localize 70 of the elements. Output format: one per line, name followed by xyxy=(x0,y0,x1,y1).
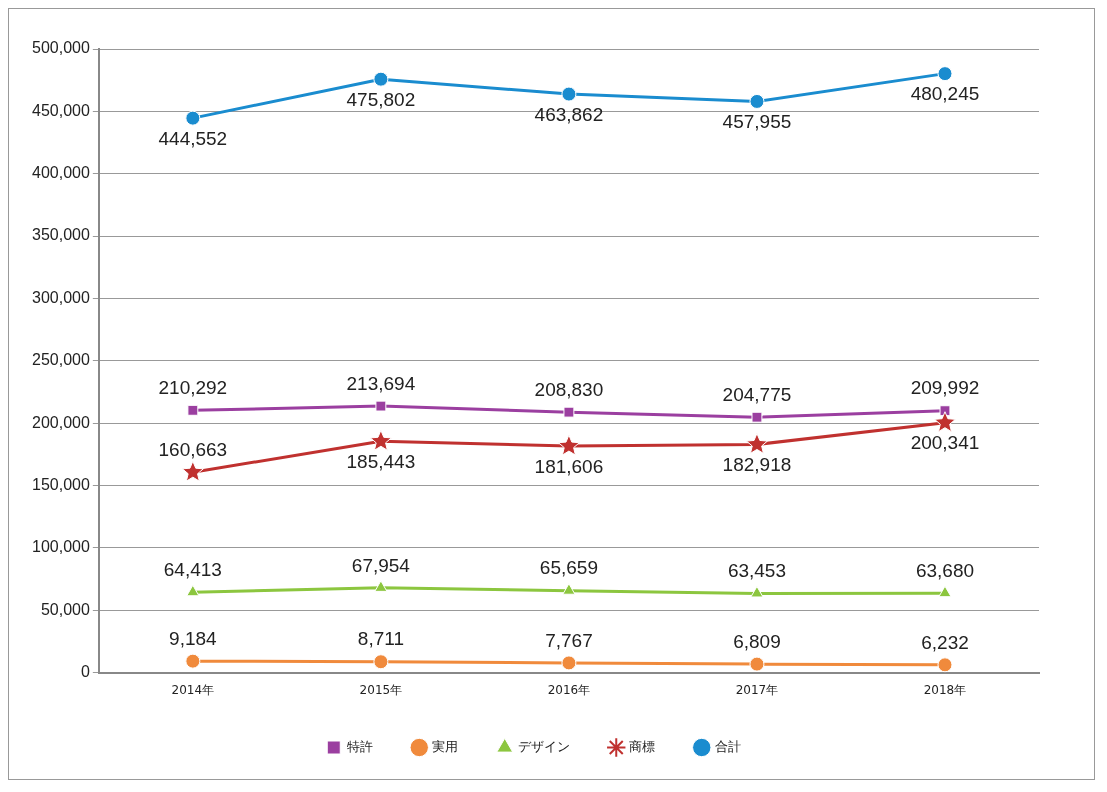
point xyxy=(185,653,201,669)
y-tick-label: 350,000 xyxy=(31,226,90,244)
x-tick-label: 2015年 xyxy=(359,682,403,697)
data-label: 182,918 xyxy=(722,454,792,476)
y-tick-label: 0 xyxy=(80,663,90,681)
data-label: 204,775 xyxy=(722,383,792,405)
point xyxy=(373,71,389,87)
data-label: 185,443 xyxy=(346,451,416,473)
data-label: 63,453 xyxy=(727,560,787,582)
legend-label: 合計 xyxy=(714,738,741,754)
data-label: 480,245 xyxy=(910,83,980,105)
data-label: 200,341 xyxy=(910,432,980,454)
point xyxy=(563,406,575,418)
data-label: 9,184 xyxy=(169,627,218,649)
data-label: 7,767 xyxy=(545,629,593,651)
legend-label: 実用 xyxy=(432,738,459,754)
data-label: 181,606 xyxy=(534,455,604,477)
legend-label: 商標 xyxy=(629,738,656,754)
y-tick-label: 450,000 xyxy=(31,101,90,119)
data-label: 208,830 xyxy=(534,378,604,400)
data-label: 444,552 xyxy=(158,127,228,149)
data-label: 210,292 xyxy=(158,377,228,399)
data-label: 463,862 xyxy=(534,103,604,125)
point xyxy=(562,583,576,595)
legend-label: デザイン xyxy=(517,738,570,754)
point xyxy=(373,654,389,670)
x-tick-label: 2014年 xyxy=(171,682,215,697)
data-label: 67,954 xyxy=(351,554,411,576)
point xyxy=(369,429,392,451)
point xyxy=(557,434,580,456)
point xyxy=(375,400,387,412)
y-tick-label: 100,000 xyxy=(31,538,90,556)
data-label: 64,413 xyxy=(163,559,222,580)
point xyxy=(934,411,956,433)
point xyxy=(938,585,952,598)
point xyxy=(937,66,953,82)
point xyxy=(937,657,953,673)
data-label: 8,711 xyxy=(357,628,404,650)
legend-label: 特許 xyxy=(346,738,373,754)
point xyxy=(561,86,577,102)
point xyxy=(750,585,764,598)
y-tick-label: 200,000 xyxy=(31,413,90,431)
point xyxy=(185,110,201,126)
y-tick-label: 500,000 xyxy=(31,39,90,57)
point xyxy=(749,93,765,109)
point xyxy=(749,656,765,672)
data-label: 6,809 xyxy=(733,630,781,652)
point xyxy=(374,580,388,592)
x-tick-label: 2017年 xyxy=(735,682,779,697)
point xyxy=(181,460,204,482)
data-label: 457,955 xyxy=(722,111,792,133)
point xyxy=(187,404,199,416)
y-tick-label: 250,000 xyxy=(31,351,90,369)
y-tick-label: 150,000 xyxy=(31,475,90,493)
data-label: 6,232 xyxy=(921,631,969,653)
x-tick-label: 2016年 xyxy=(547,682,591,697)
data-label: 213,694 xyxy=(346,372,416,394)
data-label: 160,663 xyxy=(158,438,228,460)
data-label: 209,992 xyxy=(910,377,980,399)
y-tick-label: 50,000 xyxy=(40,600,90,618)
data-label: 63,680 xyxy=(915,559,975,581)
y-tick-label: 300,000 xyxy=(31,288,90,306)
data-label: 65,659 xyxy=(539,557,598,579)
point xyxy=(186,584,200,597)
point xyxy=(745,432,768,454)
y-tick-label: 400,000 xyxy=(31,164,90,182)
point xyxy=(751,411,763,423)
point xyxy=(561,655,577,671)
data-label: 475,802 xyxy=(346,88,416,110)
x-tick-label: 2018年 xyxy=(923,682,967,697)
